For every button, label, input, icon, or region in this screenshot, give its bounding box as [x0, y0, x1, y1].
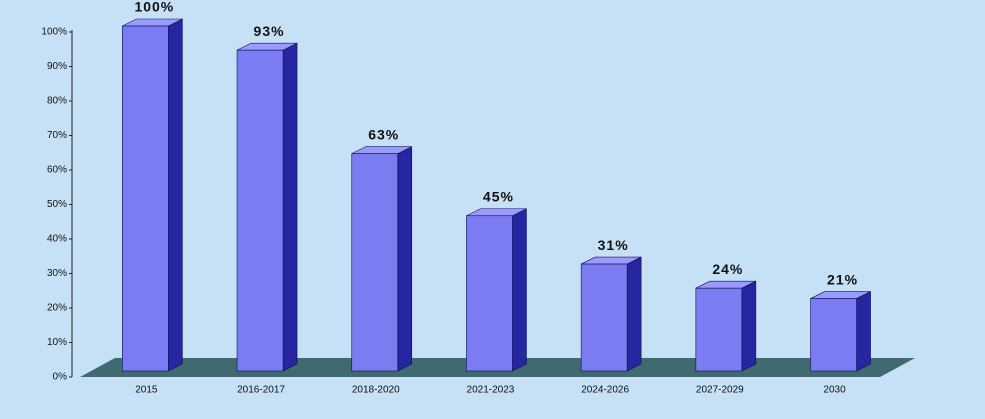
- x-tick-label: 2015: [135, 385, 158, 396]
- bar-side: [512, 208, 527, 372]
- bar: [810, 298, 857, 372]
- y-tick-label: 80%: [47, 96, 67, 107]
- y-tick-label: 100%: [41, 27, 67, 38]
- value-label: 45%: [483, 188, 514, 204]
- x-tick-label: 2024-2026: [581, 385, 629, 396]
- x-tick-label: 2027-2029: [696, 385, 744, 396]
- bar: [351, 153, 399, 372]
- bar-side: [856, 291, 871, 372]
- bar: [466, 215, 513, 372]
- y-tick-label: 70%: [47, 130, 67, 141]
- bar-side: [282, 42, 298, 372]
- bar-side: [741, 280, 757, 372]
- value-label: 63%: [368, 126, 399, 142]
- value-label: 24%: [712, 261, 743, 277]
- value-label: 100%: [134, 0, 174, 15]
- bar-side: [397, 146, 413, 372]
- x-tick-label: 2016-2017: [237, 385, 285, 396]
- value-label: 93%: [254, 23, 285, 39]
- value-label: 21%: [827, 271, 858, 287]
- y-tick-label: 50%: [47, 199, 67, 210]
- bar: [580, 263, 628, 372]
- bar: [122, 25, 169, 372]
- y-tick-label: 30%: [47, 268, 67, 279]
- bar: [695, 287, 743, 372]
- bar-side: [626, 256, 642, 372]
- value-label: 31%: [598, 237, 629, 253]
- x-tick-label: 2018-2020: [352, 385, 400, 396]
- x-tick-label: 2021-2023: [467, 385, 515, 396]
- y-tick-label: 0%: [53, 372, 68, 383]
- x-tick-label: 2030: [823, 385, 846, 396]
- y-tick-label: 10%: [47, 337, 67, 348]
- bar: [236, 49, 284, 372]
- y-tick-label: 60%: [47, 165, 67, 176]
- y-tick-label: 20%: [47, 303, 67, 314]
- y-tick-label: 90%: [47, 61, 67, 72]
- y-tick-label: 40%: [47, 234, 67, 245]
- bar-side: [168, 18, 183, 372]
